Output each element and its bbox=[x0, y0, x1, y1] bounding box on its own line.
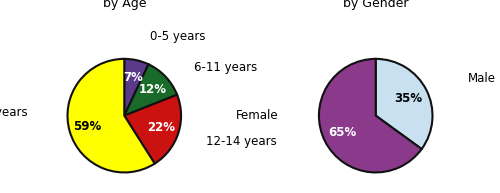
Title: Non-family Child Abductions
by Age: Non-family Child Abductions by Age bbox=[36, 0, 213, 10]
Wedge shape bbox=[124, 64, 177, 116]
Text: 12-14 years: 12-14 years bbox=[206, 135, 276, 147]
Text: 0-5 years: 0-5 years bbox=[150, 30, 205, 43]
Wedge shape bbox=[319, 59, 422, 172]
Wedge shape bbox=[124, 95, 181, 164]
Text: 22%: 22% bbox=[147, 121, 175, 134]
Text: 35%: 35% bbox=[394, 92, 422, 105]
Text: 15-17 years: 15-17 years bbox=[0, 106, 28, 119]
Text: Male: Male bbox=[468, 72, 496, 85]
Text: 7%: 7% bbox=[123, 71, 142, 85]
Text: 65%: 65% bbox=[328, 126, 357, 139]
Wedge shape bbox=[68, 59, 154, 172]
Text: 59%: 59% bbox=[73, 120, 102, 133]
Text: 6-11 years: 6-11 years bbox=[194, 61, 258, 74]
Wedge shape bbox=[124, 59, 148, 116]
Text: 12%: 12% bbox=[138, 83, 166, 96]
Wedge shape bbox=[376, 59, 432, 149]
Title: Non-family Child Abductions
by Gender: Non-family Child Abductions by Gender bbox=[287, 0, 465, 10]
Text: Female: Female bbox=[236, 109, 279, 122]
